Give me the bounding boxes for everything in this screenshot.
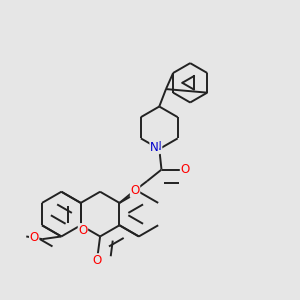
- Text: N: N: [153, 140, 162, 153]
- Text: O: O: [93, 254, 102, 267]
- Text: N: N: [150, 141, 159, 154]
- Text: O: O: [78, 224, 88, 237]
- Text: O: O: [30, 231, 39, 244]
- Text: O: O: [180, 163, 190, 176]
- Text: O: O: [130, 184, 140, 197]
